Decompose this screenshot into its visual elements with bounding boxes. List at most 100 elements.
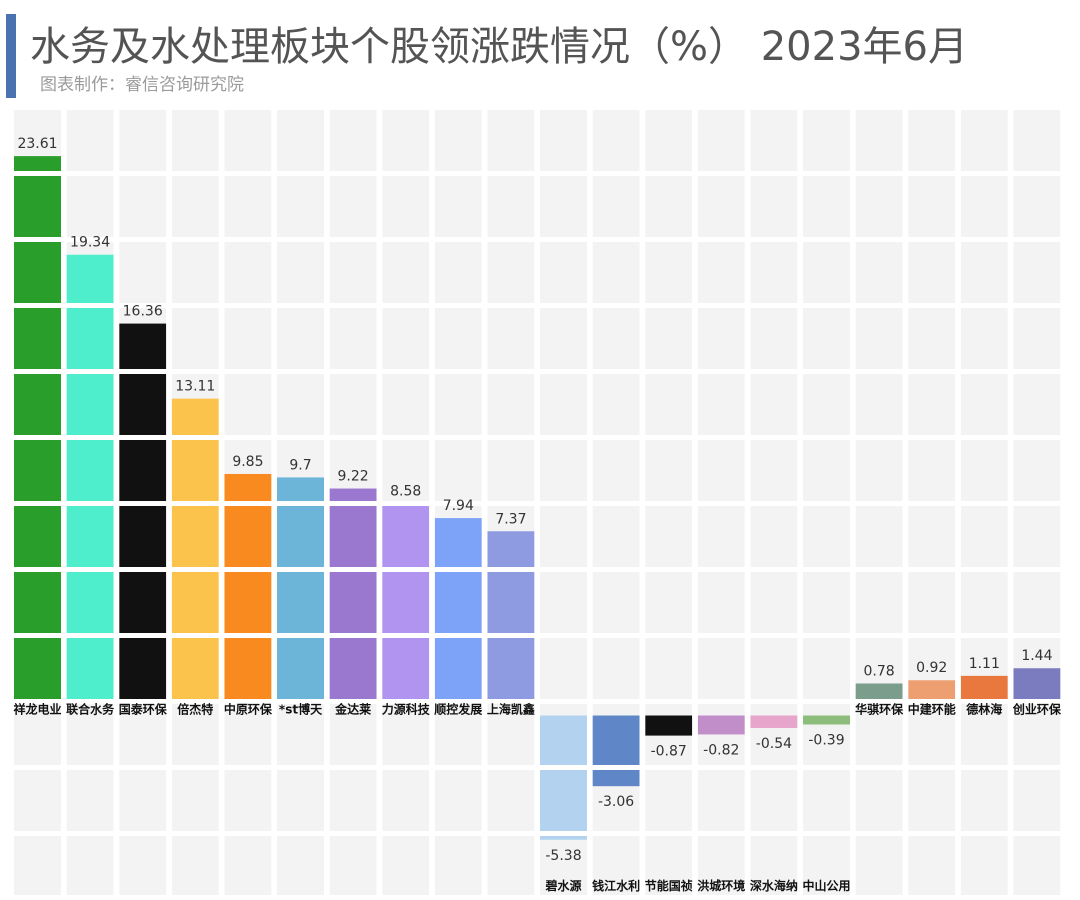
grid-tile [224, 176, 272, 237]
category-label: 钱江水利 [592, 878, 640, 893]
grid-tile [171, 836, 219, 895]
bar [697, 715, 745, 735]
grid-tile [960, 242, 1008, 303]
column-gap [113, 110, 120, 895]
grid-tile [14, 704, 61, 765]
data-label: -0.82 [703, 742, 739, 758]
grid-tile [487, 836, 535, 895]
grid-tile [750, 308, 798, 369]
grid-tile [277, 176, 324, 237]
bar [171, 398, 219, 702]
bar [119, 323, 167, 702]
grid-tile [224, 374, 272, 435]
grid-tile [750, 638, 798, 699]
segment-gap [0, 897, 1080, 900]
grid-tile [171, 704, 219, 765]
grid-tile [855, 506, 903, 567]
column-gap [218, 110, 225, 895]
grid-tile [540, 176, 587, 237]
grid-tile [540, 440, 587, 501]
grid-tile [66, 836, 114, 895]
bar [645, 715, 693, 736]
grid-tile [855, 242, 903, 303]
grid-tile [855, 308, 903, 369]
column-gap [587, 110, 593, 895]
grid-tile [697, 638, 745, 699]
column-gap [1007, 110, 1014, 895]
grid-tile [592, 440, 640, 501]
grid-tile [382, 110, 430, 171]
grid-tile [1013, 770, 1061, 831]
grid-tile [697, 110, 745, 171]
grid-tile [224, 242, 272, 303]
chart-subtitle: 图表制作：睿信咨询研究院 [40, 75, 244, 95]
column-gap [1060, 110, 1066, 895]
bar-segment-gaps [0, 110, 1080, 900]
grid-tile [592, 110, 640, 171]
grid-tile [540, 110, 587, 171]
grid-tile [592, 638, 640, 699]
grid-tile [750, 176, 798, 237]
grid-tile [171, 242, 219, 303]
grid-tile [645, 176, 693, 237]
grid-tile [803, 374, 850, 435]
grid-tile [960, 704, 1008, 765]
column-gap [534, 110, 540, 895]
grid-tile [1013, 836, 1061, 895]
grid-tile [855, 374, 903, 435]
grid-tile [434, 836, 482, 895]
grid-tile [908, 308, 956, 369]
grid-tile [855, 770, 903, 831]
grid-tile [487, 242, 535, 303]
grid-tile [329, 770, 377, 831]
column-gap [8, 110, 14, 895]
grid-tile [277, 374, 324, 435]
category-label: 中山公用 [802, 878, 850, 893]
grid-tile [855, 572, 903, 633]
grid-tile [14, 770, 61, 831]
bar [66, 254, 114, 702]
bar [14, 156, 61, 702]
column-gap [166, 110, 172, 895]
grid-tile [487, 176, 535, 237]
grid-tile [382, 374, 430, 435]
data-label: -5.38 [545, 848, 581, 864]
bar [540, 715, 587, 840]
grid-tile [803, 704, 850, 765]
grid-tile [592, 176, 640, 237]
labels: 23.61 祥龙电业 19.34 联合水务 16.36 国泰环保 13.11 倍杰特 9.85 中… [13, 136, 1061, 893]
grid-tile [697, 572, 745, 633]
grid-tile [434, 176, 482, 237]
category-label: 中原环保 [224, 702, 273, 717]
grid-tile [540, 374, 587, 435]
grid-tile [171, 770, 219, 831]
grid-tile [645, 308, 693, 369]
category-label: 华骐环保 [855, 702, 904, 717]
grid-tile [750, 110, 798, 171]
chart-title: 水务及水处理板块个股领涨跌情况（%） 2023年6月 [30, 24, 968, 70]
grid-tile [382, 440, 430, 501]
column-gap [850, 110, 856, 895]
grid-tile [119, 110, 167, 171]
grid-tile [697, 440, 745, 501]
grid-tile [329, 176, 377, 237]
data-label: -0.54 [756, 736, 792, 752]
grid-tile [645, 242, 693, 303]
grid-tile [645, 110, 693, 171]
data-label: 9.7 [289, 457, 311, 473]
grid-tile [119, 176, 167, 237]
grid-tile [960, 176, 1008, 237]
grid-tile [382, 770, 430, 831]
column-gap [429, 110, 435, 895]
grid-tile [66, 110, 114, 171]
grid-tile [540, 638, 587, 699]
grid-tile [487, 440, 535, 501]
grid-tile [487, 374, 535, 435]
grid-tile [329, 374, 377, 435]
grid-tile [855, 704, 903, 765]
data-label: 1.44 [1021, 648, 1052, 664]
grid-tile [277, 704, 324, 765]
grid-tile [119, 704, 167, 765]
grid-tile [434, 242, 482, 303]
